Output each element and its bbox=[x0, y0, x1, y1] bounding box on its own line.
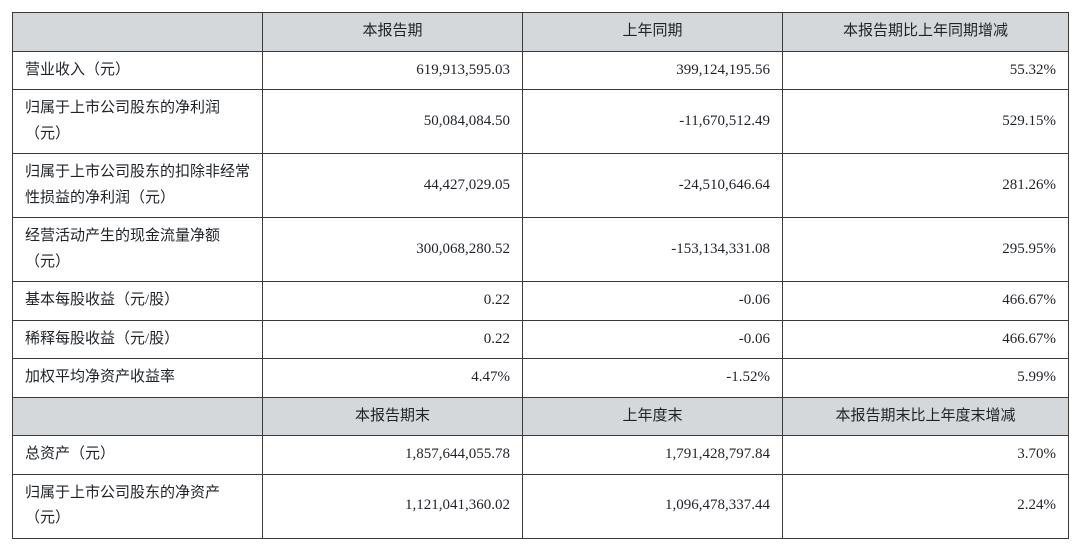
row-value: -0.06 bbox=[523, 282, 783, 321]
row-label: 稀释每股收益（元/股） bbox=[13, 320, 263, 359]
row-label: 营业收入（元） bbox=[13, 51, 263, 90]
table-row: 营业收入（元）619,913,595.03399,124,195.5655.32… bbox=[13, 51, 1069, 90]
row-value: 466.67% bbox=[783, 320, 1069, 359]
table-row: 加权平均净资产收益率4.47%-1.52%5.99% bbox=[13, 359, 1069, 398]
table-row: 总资产（元）1,857,644,055.781,791,428,797.843.… bbox=[13, 436, 1069, 475]
table-row: 基本每股收益（元/股）0.22-0.06466.67% bbox=[13, 282, 1069, 321]
table-header-row: 本报告期上年同期本报告期比上年同期增减 bbox=[13, 13, 1069, 52]
table-row: 归属于上市公司股东的净利润（元）50,084,084.50-11,670,512… bbox=[13, 90, 1069, 154]
row-value: -0.06 bbox=[523, 320, 783, 359]
table-row: 归属于上市公司股东的净资产（元）1,121,041,360.021,096,47… bbox=[13, 474, 1069, 538]
row-value: 1,857,644,055.78 bbox=[263, 436, 523, 475]
row-label: 经营活动产生的现金流量净额（元） bbox=[13, 218, 263, 282]
table-header-cell: 上年同期 bbox=[523, 13, 783, 52]
row-label: 归属于上市公司股东的净资产（元） bbox=[13, 474, 263, 538]
row-value: 4.47% bbox=[263, 359, 523, 398]
row-value: 50,084,084.50 bbox=[263, 90, 523, 154]
row-value: 1,096,478,337.44 bbox=[523, 474, 783, 538]
table-header-cell bbox=[13, 397, 263, 436]
row-value: 44,427,029.05 bbox=[263, 154, 523, 218]
row-label: 基本每股收益（元/股） bbox=[13, 282, 263, 321]
row-value: 1,791,428,797.84 bbox=[523, 436, 783, 475]
row-value: 5.99% bbox=[783, 359, 1069, 398]
table-row: 经营活动产生的现金流量净额（元）300,068,280.52-153,134,3… bbox=[13, 218, 1069, 282]
row-value: 300,068,280.52 bbox=[263, 218, 523, 282]
row-value: 619,913,595.03 bbox=[263, 51, 523, 90]
row-value: -153,134,331.08 bbox=[523, 218, 783, 282]
table-header-cell: 本报告期 bbox=[263, 13, 523, 52]
row-label: 加权平均净资产收益率 bbox=[13, 359, 263, 398]
table-header-cell: 本报告期比上年同期增减 bbox=[783, 13, 1069, 52]
row-value: 295.95% bbox=[783, 218, 1069, 282]
row-value: 55.32% bbox=[783, 51, 1069, 90]
table-header-cell: 上年度末 bbox=[523, 397, 783, 436]
row-label: 归属于上市公司股东的净利润（元） bbox=[13, 90, 263, 154]
row-value: 399,124,195.56 bbox=[523, 51, 783, 90]
row-value: 3.70% bbox=[783, 436, 1069, 475]
row-label: 总资产（元） bbox=[13, 436, 263, 475]
row-value: 0.22 bbox=[263, 320, 523, 359]
table-row: 稀释每股收益（元/股）0.22-0.06466.67% bbox=[13, 320, 1069, 359]
table-header-cell bbox=[13, 13, 263, 52]
table-header-row: 本报告期末上年度末本报告期末比上年度末增减 bbox=[13, 397, 1069, 436]
row-value: -24,510,646.64 bbox=[523, 154, 783, 218]
row-value: 466.67% bbox=[783, 282, 1069, 321]
financial-table: 本报告期上年同期本报告期比上年同期增减营业收入（元）619,913,595.03… bbox=[12, 12, 1069, 539]
row-value: 281.26% bbox=[783, 154, 1069, 218]
row-value: -11,670,512.49 bbox=[523, 90, 783, 154]
row-value: -1.52% bbox=[523, 359, 783, 398]
table-header-cell: 本报告期末比上年度末增减 bbox=[783, 397, 1069, 436]
row-value: 1,121,041,360.02 bbox=[263, 474, 523, 538]
row-label: 归属于上市公司股东的扣除非经常性损益的净利润（元） bbox=[13, 154, 263, 218]
table-row: 归属于上市公司股东的扣除非经常性损益的净利润（元）44,427,029.05-2… bbox=[13, 154, 1069, 218]
row-value: 2.24% bbox=[783, 474, 1069, 538]
row-value: 529.15% bbox=[783, 90, 1069, 154]
table-header-cell: 本报告期末 bbox=[263, 397, 523, 436]
row-value: 0.22 bbox=[263, 282, 523, 321]
